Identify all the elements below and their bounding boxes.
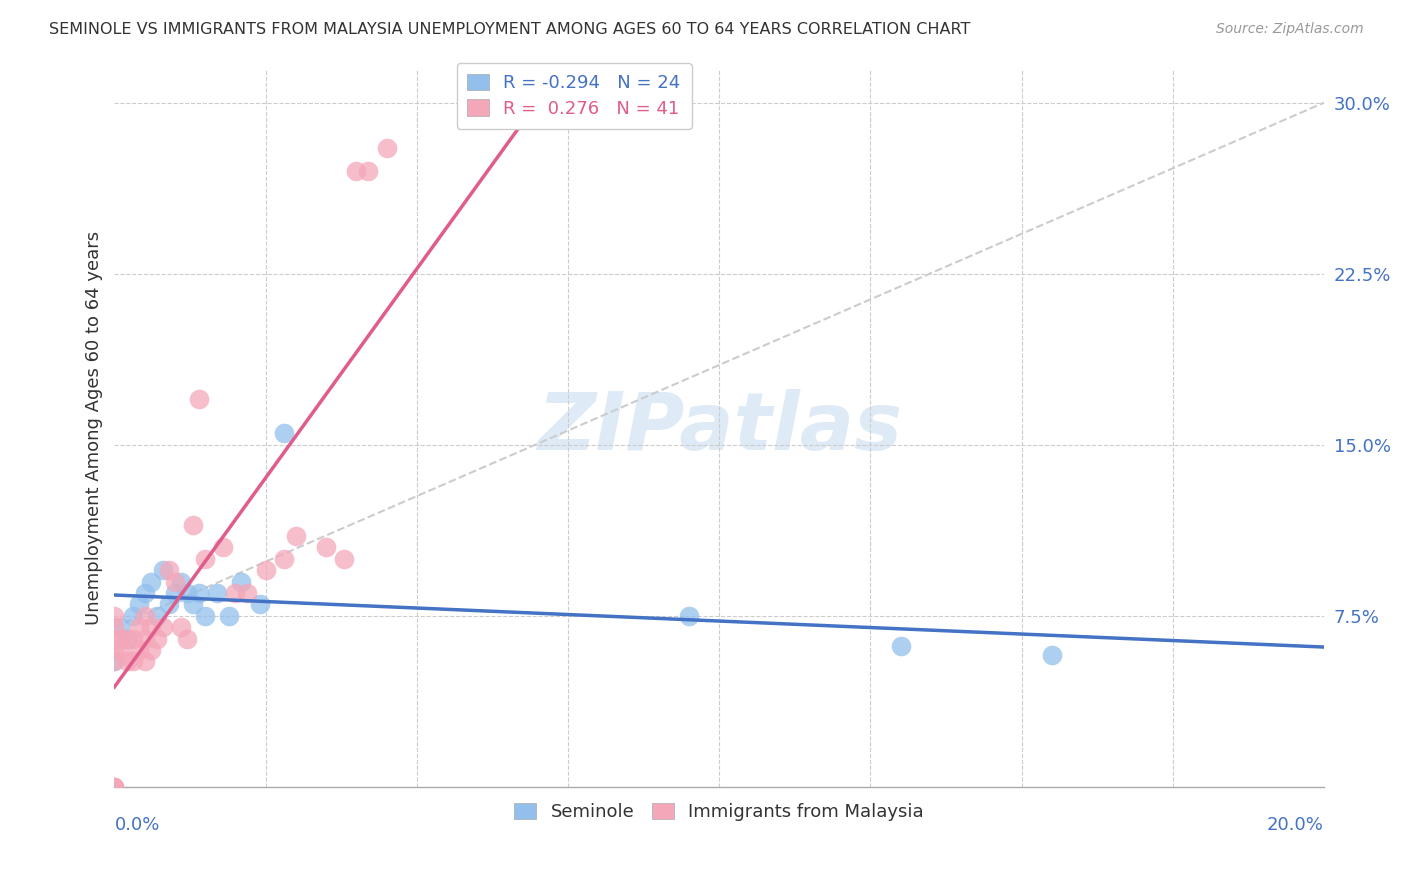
Point [110, 643, 132, 657]
Point [188, 586, 211, 600]
Point [181, 517, 204, 532]
Legend: Seminole, Immigrants from Malaysia: Seminole, Immigrants from Malaysia [508, 796, 931, 828]
Point [103, 643, 125, 657]
Point [139, 574, 162, 589]
Point [212, 541, 235, 555]
Text: Source: ZipAtlas.com: Source: ZipAtlas.com [1216, 22, 1364, 37]
Point [134, 632, 156, 646]
Point [236, 586, 259, 600]
Point [157, 563, 180, 577]
Point [103, 655, 125, 669]
Point [1040, 648, 1063, 662]
Point [128, 620, 150, 634]
Point [128, 643, 150, 657]
Point [103, 780, 125, 794]
Point [273, 426, 295, 441]
Point [344, 164, 367, 178]
Point [194, 552, 217, 566]
Point [115, 655, 138, 669]
Point [163, 574, 186, 589]
Point [110, 632, 132, 646]
Point [115, 632, 138, 646]
Point [103, 608, 125, 623]
Point [110, 620, 132, 634]
Point [284, 529, 307, 543]
Point [254, 563, 277, 577]
Text: SEMINOLE VS IMMIGRANTS FROM MALAYSIA UNEMPLOYMENT AMONG AGES 60 TO 64 YEARS CORR: SEMINOLE VS IMMIGRANTS FROM MALAYSIA UNE… [49, 22, 970, 37]
Text: 20.0%: 20.0% [1267, 815, 1324, 834]
Point [157, 598, 180, 612]
Point [152, 563, 174, 577]
Point [375, 141, 398, 155]
Point [315, 541, 337, 555]
Point [103, 780, 125, 794]
Point [231, 574, 253, 589]
Point [205, 586, 228, 600]
Point [115, 632, 138, 646]
Point [139, 620, 162, 634]
Point [128, 598, 150, 612]
Point [163, 586, 186, 600]
Point [678, 608, 700, 623]
Point [333, 552, 356, 566]
Point [134, 608, 156, 623]
Point [224, 586, 246, 600]
Text: ZIPatlas: ZIPatlas [537, 389, 901, 467]
Point [121, 655, 143, 669]
Point [188, 392, 211, 407]
Point [103, 780, 125, 794]
Point [194, 608, 217, 623]
Point [103, 655, 125, 669]
Point [139, 643, 162, 657]
Point [181, 598, 204, 612]
Y-axis label: Unemployment Among Ages 60 to 64 years: Unemployment Among Ages 60 to 64 years [86, 231, 103, 624]
Point [121, 632, 143, 646]
Point [249, 598, 271, 612]
Point [134, 586, 156, 600]
Point [103, 632, 125, 646]
Text: 0.0%: 0.0% [114, 815, 160, 834]
Point [176, 586, 198, 600]
Point [103, 620, 125, 634]
Point [218, 608, 240, 623]
Point [273, 552, 295, 566]
Point [357, 164, 380, 178]
Point [170, 620, 193, 634]
Point [145, 608, 167, 623]
Point [134, 655, 156, 669]
Point [176, 632, 198, 646]
Point [170, 574, 193, 589]
Point [152, 620, 174, 634]
Point [145, 632, 167, 646]
Point [890, 639, 912, 653]
Point [121, 608, 143, 623]
